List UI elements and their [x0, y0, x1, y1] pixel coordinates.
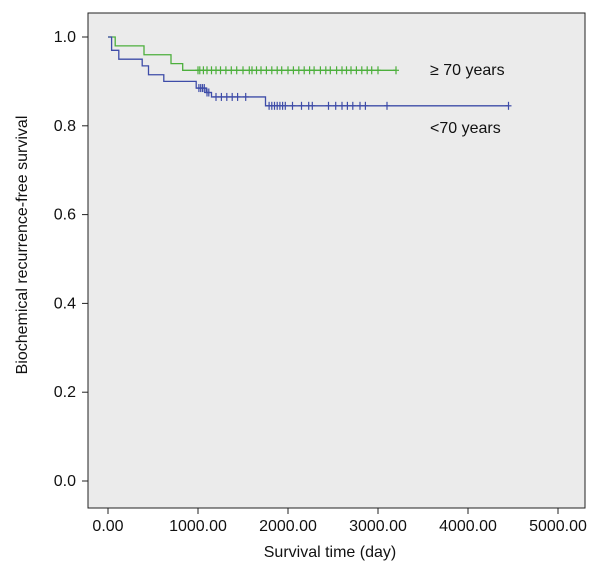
x-tick-label: 4000.00 [439, 518, 497, 535]
y-tick-label: 0.4 [54, 295, 76, 312]
censor-mark [325, 101, 332, 110]
censor-mark [327, 66, 334, 75]
x-tick-label: 0.00 [92, 518, 123, 535]
censor-mark [223, 92, 230, 101]
y-tick-label: 0.0 [54, 473, 76, 490]
survival-curve [108, 36, 509, 107]
series-lt70 [108, 36, 512, 110]
censor-mark [295, 66, 302, 75]
censor-mark [298, 101, 305, 110]
series-label-lt70: <70 years [430, 120, 501, 137]
x-tick-label: 1000.00 [169, 518, 227, 535]
censor-mark [344, 101, 351, 110]
censor-mark [285, 66, 291, 75]
censor-mark [332, 101, 339, 110]
plot-area [87, 12, 586, 509]
censor-mark [222, 66, 229, 75]
censor-mark [268, 66, 275, 75]
censor-mark [205, 88, 212, 97]
censor-mark [357, 101, 363, 110]
y-tick-label: 0.6 [54, 207, 76, 224]
censor-mark [228, 66, 235, 75]
censor-mark [201, 84, 208, 93]
censor-mark [311, 66, 318, 75]
survival-curve [108, 36, 396, 71]
y-axis-title: Biochemical recurrence-free survival [14, 116, 31, 375]
y-tick-label: 0.8 [54, 118, 76, 135]
censor-mark [290, 66, 297, 75]
y-tick-label: 0.2 [54, 384, 76, 401]
censor-mark [242, 92, 249, 101]
censor-mark [218, 92, 225, 101]
censor-mark [278, 66, 285, 75]
censor-mark [368, 66, 375, 75]
censor-mark [229, 92, 236, 101]
censor-mark [384, 101, 390, 110]
censor-mark [317, 66, 324, 75]
series-label-ge70: ≥ 70 years [430, 62, 505, 79]
censor-mark [213, 92, 219, 101]
censor-mark [263, 66, 270, 75]
censor-mark [349, 101, 356, 110]
censor-mark [258, 66, 264, 75]
censor-mark [358, 66, 365, 75]
censor-mark [348, 66, 354, 75]
censor-mark [217, 66, 224, 75]
censor-mark [362, 101, 369, 110]
censor-mark [353, 66, 360, 75]
censor-mark [234, 92, 241, 101]
censor-mark [339, 101, 345, 110]
censor-mark [240, 66, 246, 75]
y-tick-label: 1.0 [54, 29, 76, 46]
censor-mark [301, 66, 308, 75]
censor-mark [375, 66, 381, 75]
x-tick-label: 2000.00 [259, 518, 317, 535]
series-ge70 [108, 36, 399, 75]
censor-mark [309, 101, 316, 110]
x-tick-label: 3000.00 [349, 518, 407, 535]
censor-mark [233, 66, 240, 75]
x-tick-label: 5000.00 [529, 518, 587, 535]
censor-mark [393, 66, 399, 75]
censor-mark [505, 101, 512, 110]
censor-mark [282, 101, 289, 110]
censor-mark [289, 101, 296, 110]
censor-mark [333, 66, 340, 75]
x-axis-title: Survival time (day) [264, 544, 396, 561]
